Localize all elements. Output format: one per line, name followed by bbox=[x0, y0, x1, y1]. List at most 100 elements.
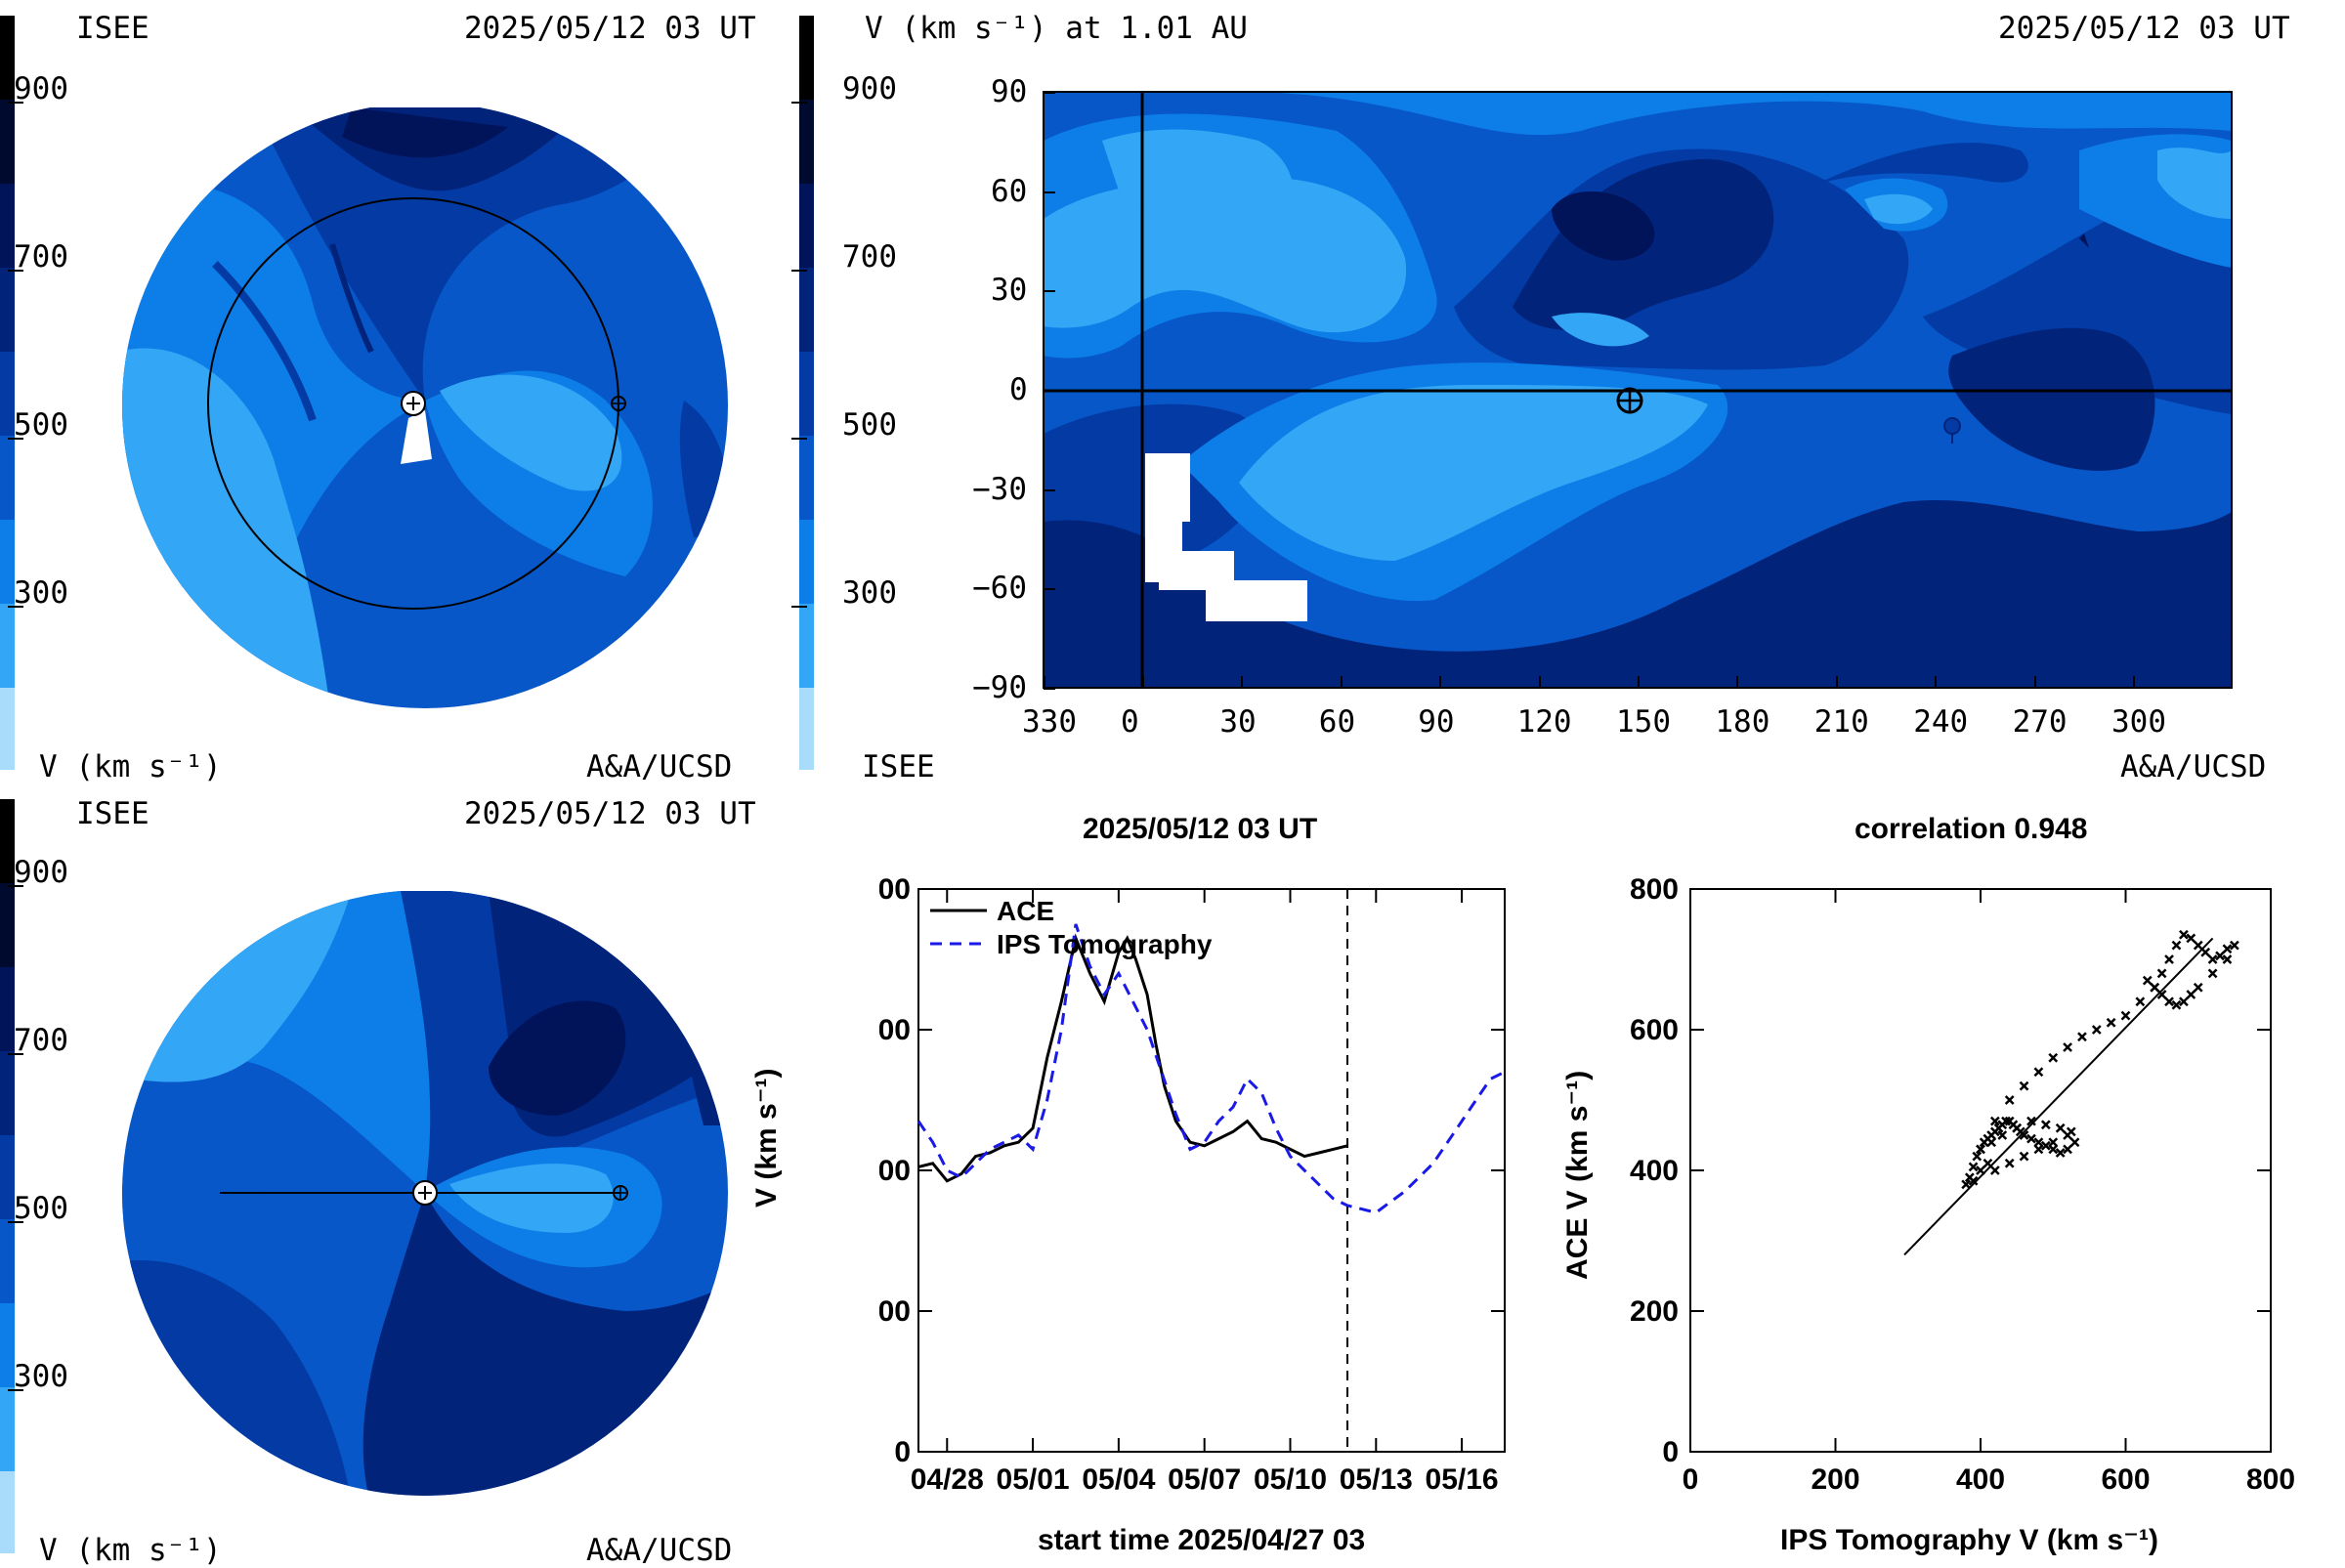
scatter-point bbox=[2048, 1052, 2059, 1063]
x-tick-label: 150 bbox=[1616, 704, 1671, 740]
y-tick-label: 200 bbox=[879, 1295, 911, 1328]
scatter-point bbox=[2019, 1130, 2029, 1140]
x-tick-label: 05/04 bbox=[1082, 1463, 1155, 1496]
x-tick-label: 90 bbox=[1418, 704, 1455, 740]
scatter-point bbox=[2164, 954, 2174, 964]
x-tick-label: 05/07 bbox=[1168, 1463, 1241, 1496]
time-label: 2025/05/12 03 UT bbox=[464, 796, 756, 831]
scatter-point bbox=[2033, 1144, 2044, 1155]
x-tick-label: 210 bbox=[1813, 704, 1869, 740]
scatter-point bbox=[2120, 1010, 2131, 1021]
scatter-point bbox=[1989, 1165, 2000, 1175]
scatter-point bbox=[2207, 954, 2218, 964]
series-line-ips-tomography bbox=[917, 923, 1506, 1214]
regression-line bbox=[1903, 937, 2214, 1256]
colorbar-bottom-left bbox=[0, 799, 15, 1553]
y-tick-label: 0 bbox=[1662, 1436, 1679, 1468]
y-tick-label: −90 bbox=[972, 670, 1027, 705]
y-axis-label: ACE V (km s⁻¹) bbox=[1561, 1070, 1594, 1280]
y-tick-label: 800 bbox=[879, 873, 911, 906]
scatter-point bbox=[2033, 1067, 2044, 1078]
x-tick-label: 270 bbox=[2012, 704, 2068, 740]
org-label: ISEE bbox=[76, 796, 149, 831]
x-tick-label: 0 bbox=[1121, 704, 1139, 740]
x-tick-label: 05/01 bbox=[997, 1463, 1070, 1496]
x-tick-label: 30 bbox=[1219, 704, 1257, 740]
y-tick-label: 400 bbox=[1630, 1155, 1679, 1187]
x-tick-label: 800 bbox=[2246, 1463, 2295, 1496]
colorbar-tick: 900 bbox=[842, 71, 897, 106]
y-tick-label: 600 bbox=[879, 1014, 911, 1046]
y-tick-label: 60 bbox=[991, 173, 1028, 209]
scatter-point bbox=[1997, 1130, 2008, 1140]
y-tick-label: 90 bbox=[991, 74, 1028, 109]
scatter-point bbox=[2019, 1081, 2029, 1091]
colorbar-tick: 700 bbox=[842, 239, 897, 275]
scatter-point bbox=[1976, 1144, 1985, 1155]
scatter-point bbox=[2040, 1140, 2051, 1151]
x-tick-label: 300 bbox=[2111, 704, 2166, 740]
scatter-point bbox=[1989, 1116, 2000, 1126]
colorbar-top-left bbox=[0, 16, 15, 770]
scatter-point bbox=[1968, 1175, 1979, 1186]
plot-frame bbox=[917, 888, 1506, 1453]
x-tick-label: 330 bbox=[1022, 704, 1077, 740]
scatter-point bbox=[2048, 1144, 2059, 1155]
colorbar-tick: 700 bbox=[14, 239, 68, 275]
scatter-point bbox=[2048, 1137, 2059, 1148]
ecliptic-view-map bbox=[122, 107, 728, 708]
scatter-point bbox=[2033, 1137, 2044, 1148]
x-axis-label: start time 2025/04/27 03 bbox=[1038, 1524, 1366, 1556]
scatter-point bbox=[2222, 944, 2233, 954]
scatter-point bbox=[2156, 968, 2167, 979]
legend-label: ACE bbox=[997, 896, 1054, 926]
scatter-point bbox=[2164, 996, 2174, 1007]
scatter-chart: 0 200 400 600 800 0 200 400 600 800 bbox=[1630, 873, 2295, 1496]
x-tick-label: 04/28 bbox=[911, 1463, 984, 1496]
scatter-point bbox=[2004, 1158, 2015, 1168]
credit-label: A&A/UCSD bbox=[586, 1533, 733, 1568]
unit-label: V (km s⁻¹) bbox=[39, 1533, 222, 1568]
scatter-point bbox=[2012, 1123, 2023, 1133]
scatter-point bbox=[2207, 968, 2218, 979]
x-tick-label: 180 bbox=[1715, 704, 1770, 740]
scatter-point bbox=[2063, 1042, 2072, 1052]
scatter-point bbox=[1976, 1165, 1985, 1175]
scatter-point bbox=[1972, 1151, 1983, 1162]
scatter-point bbox=[2135, 996, 2146, 1007]
scatter-point bbox=[2106, 1017, 2116, 1028]
x-tick-label: 05/10 bbox=[1254, 1463, 1327, 1496]
colorbar-tick: 300 bbox=[14, 1359, 68, 1394]
scatter-point bbox=[2156, 990, 2167, 999]
y-tick-label: 0 bbox=[894, 1436, 911, 1468]
scatter-point bbox=[2055, 1123, 2066, 1133]
colorbar-tick: 700 bbox=[14, 1023, 68, 1058]
y-tick-label: 600 bbox=[1630, 1014, 1679, 1046]
time-label: 2025/05/12 03 UT bbox=[464, 11, 756, 46]
scatter-point bbox=[1961, 1179, 1972, 1190]
chart-title: 2025/05/12 03 UT bbox=[1083, 813, 1318, 845]
y-tick-label: 0 bbox=[1009, 372, 1028, 407]
y-tick-label: 800 bbox=[1630, 873, 1679, 906]
scatter-point bbox=[1983, 1158, 1993, 1168]
scatter-point bbox=[2193, 940, 2203, 951]
org-label: ISEE bbox=[862, 749, 935, 784]
x-tick-label: 60 bbox=[1318, 704, 1356, 740]
colorbar-tick: 900 bbox=[14, 71, 68, 106]
map-title: V (km s⁻¹) at 1.01 AU bbox=[865, 11, 1248, 46]
y-tick-label: 200 bbox=[1630, 1295, 1679, 1328]
colorbar-tick: 300 bbox=[14, 575, 68, 611]
y-tick-label: −30 bbox=[972, 471, 1027, 507]
colorbar-tick: 300 bbox=[842, 575, 897, 611]
x-tick-label: 600 bbox=[2101, 1463, 2150, 1496]
credit-label: A&A/UCSD bbox=[2120, 749, 2267, 784]
scatter-point bbox=[2171, 999, 2182, 1010]
scatter-point bbox=[2186, 990, 2196, 999]
scatter-point bbox=[2091, 1025, 2102, 1035]
unit-label: V (km s⁻¹) bbox=[39, 749, 222, 784]
colorbar-top-right bbox=[799, 16, 814, 770]
scatter-point bbox=[1986, 1137, 1997, 1148]
scatter-point bbox=[2179, 929, 2189, 940]
scatter-point bbox=[2026, 1133, 2036, 1144]
scatter-point bbox=[2004, 1095, 2015, 1105]
